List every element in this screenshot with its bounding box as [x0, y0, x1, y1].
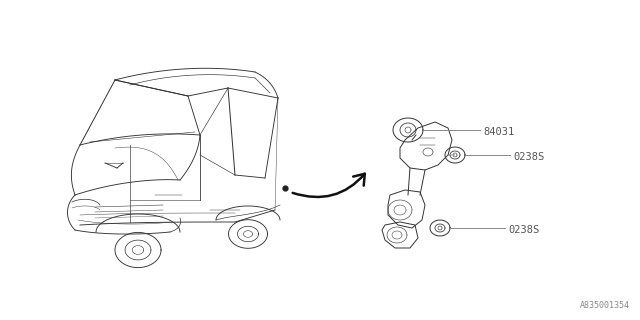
Text: 0238S: 0238S: [513, 152, 544, 162]
FancyArrowPatch shape: [292, 174, 365, 197]
Text: 84031: 84031: [483, 127, 515, 137]
Text: 0238S: 0238S: [508, 225, 540, 235]
Text: A835001354: A835001354: [580, 301, 630, 310]
